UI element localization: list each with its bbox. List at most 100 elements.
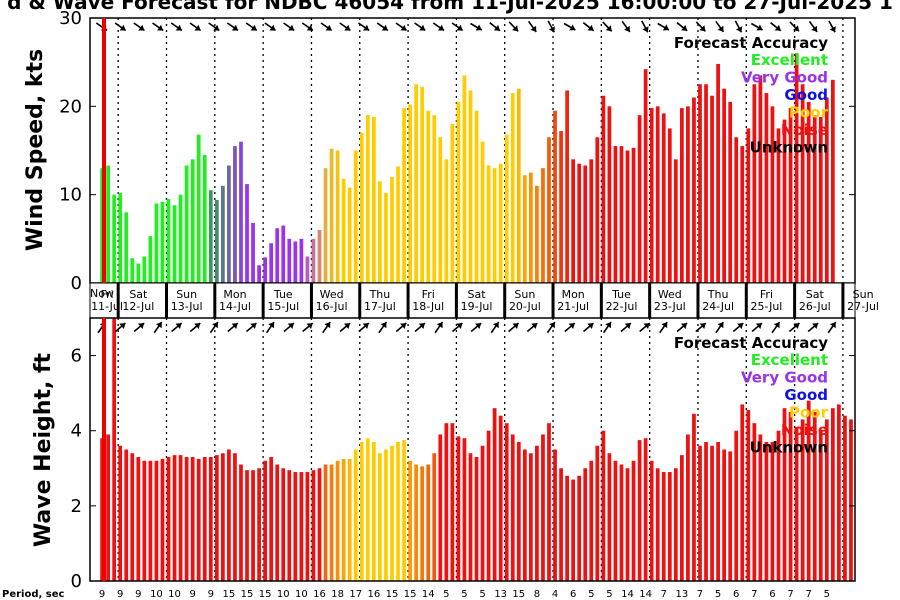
bar [269,457,274,581]
bar [812,411,817,581]
bar [776,128,781,283]
bar [311,470,316,581]
direction-arrow-icon [451,322,463,333]
bar [371,441,376,581]
direction-arrow-icon [170,22,183,32]
bar [764,441,769,581]
direction-arrow-icon [153,321,163,334]
bar [299,238,304,283]
day-label-strip: Fri11-JulSat12-JulSun13-JulMon14-JulTue1… [89,282,879,319]
bar [166,457,171,581]
period-label: 15 [259,589,272,600]
day-date-label: 18-Jul [412,300,444,313]
now-marker: Now [90,18,114,581]
bar [643,69,648,283]
direction-arrow-icon [620,322,632,333]
direction-arrow-icon [659,321,668,334]
period-label: 4 [552,589,558,600]
bar [359,132,364,283]
bar [571,479,576,581]
period-label: 5 [461,589,467,600]
bar [692,413,696,581]
bar [752,84,757,283]
bar [492,168,497,283]
day-name-label: Mon [223,288,246,301]
bar [619,146,624,283]
day-date-label: 14-Jul [219,300,251,313]
wave-panel: 0 2 4 6 Wave Height, ft Forecast AccuracyEx… [31,317,856,592]
period-label: 17 [349,589,362,600]
bar [565,90,569,283]
bar [341,178,346,283]
bar [649,460,654,581]
bar [196,458,201,581]
period-label: 13 [676,589,689,600]
bar [347,187,352,283]
direction-arrow-icon [732,322,744,333]
bar [529,172,533,283]
period-label: 5 [824,589,830,600]
bar [565,475,569,581]
bar [673,159,678,283]
bar [390,177,394,283]
bar [468,453,473,581]
bar [794,53,799,284]
period-label: 6 [769,589,775,600]
bar [190,457,195,581]
direction-arrow-icon [376,22,389,32]
bar [287,470,292,581]
bar [269,243,274,283]
bar [486,165,491,283]
bar [522,175,527,283]
bar [607,106,612,283]
direction-arrow-icon [676,322,688,333]
bar [631,147,636,283]
bar [522,449,527,581]
bar [178,194,183,283]
bar [589,460,594,581]
bar [251,222,255,283]
period-label: 14 [422,589,435,600]
bar [595,445,600,581]
direction-arrow-icon [189,322,201,333]
bar [251,470,255,581]
period-label: 15 [404,589,417,600]
bar [414,84,419,283]
bar [625,468,630,581]
direction-arrow-icon [490,321,500,334]
bar [462,75,467,284]
bar [758,75,763,284]
period-label: 18 [331,589,344,600]
bar [516,88,521,284]
bar [124,212,129,283]
wind-y-ticks: 0 10 20 30 [59,8,855,294]
direction-arrow-icon [414,22,426,32]
bar [420,466,425,581]
legend-title: Forecast Accuracy [674,34,828,52]
direction-arrow-icon [676,22,688,32]
bar [746,410,751,581]
day-date-label: 15-Jul [267,300,299,313]
bar [384,449,388,581]
bar [764,93,769,283]
day-name-label: Fri [100,288,113,301]
bar [275,228,280,283]
day-date-label: 26-Jul [799,300,831,313]
period-label: 5 [443,589,449,600]
direction-arrow-icon [227,322,239,333]
direction-arrow-icon [283,22,295,32]
period-label: 8 [534,589,540,600]
period-label: 13 [494,589,507,600]
bar [311,238,316,283]
day-name-label: Tue [611,288,631,301]
direction-arrow-icon [827,321,837,334]
bar [432,453,437,581]
bar [625,150,630,283]
wind-panel: 0 10 20 30 Wind Speed, kts Forecast Accurac… [23,8,856,294]
bar [420,86,425,284]
bar [486,430,491,581]
bar [722,449,727,581]
bar [402,440,406,581]
